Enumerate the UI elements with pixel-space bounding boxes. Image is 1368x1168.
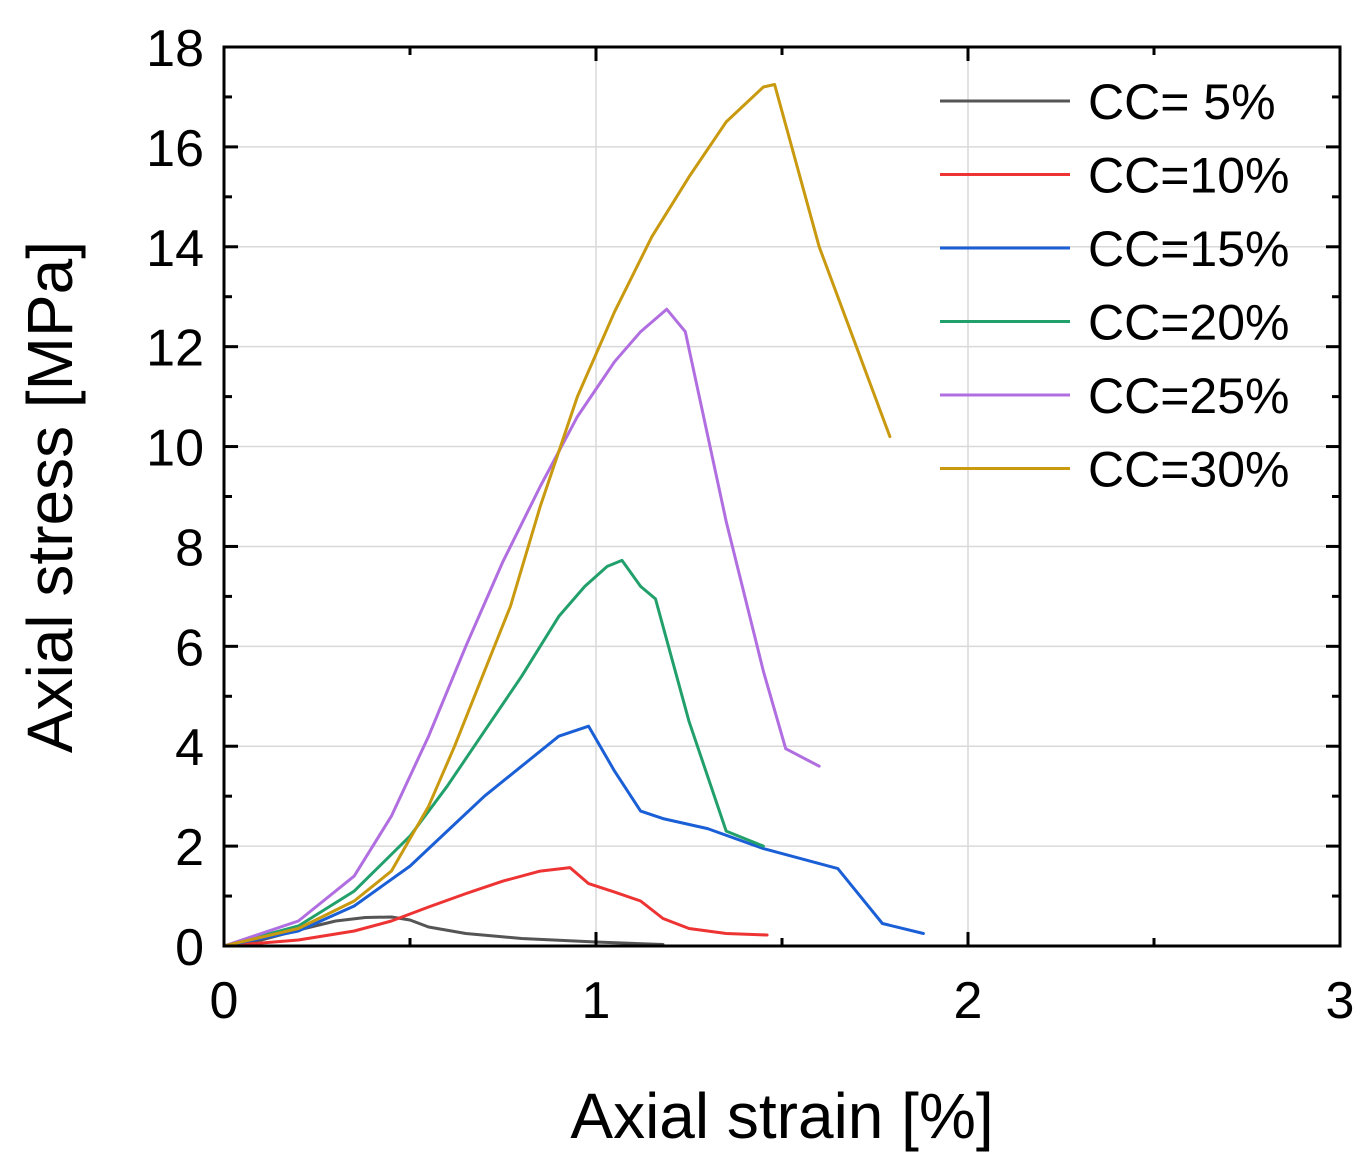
legend-label: CC=15% (1088, 221, 1290, 277)
legend-label: CC= 5% (1088, 74, 1276, 130)
y-tick-label: 12 (146, 320, 204, 378)
x-tick-label: 2 (954, 972, 983, 1030)
series-line-cc-30- (222, 83, 892, 948)
x-tick-label: 1 (582, 972, 611, 1030)
legend-label: CC=30% (1088, 442, 1290, 498)
y-tick-label: 2 (175, 819, 204, 877)
series-layer (222, 83, 925, 948)
y-tick-label: 8 (175, 519, 204, 577)
legend: CC= 5% CC=10% CC=15% CC=20% CC=25% CC=30% (940, 74, 1290, 498)
x-axis-title: Axial strain [%] (570, 1080, 993, 1152)
y-tick-label: 14 (146, 220, 204, 278)
series-line-cc-25- (222, 307, 821, 948)
series-line-cc-15- (222, 724, 925, 948)
x-tick-label: 3 (1326, 972, 1355, 1030)
y-tick-label: 0 (175, 919, 204, 977)
legend-label: CC=10% (1088, 148, 1290, 204)
legend-label: CC=20% (1088, 295, 1290, 351)
legend-label: CC=25% (1088, 368, 1290, 424)
x-tick-label: 0 (210, 972, 239, 1030)
y-tick-label: 6 (175, 619, 204, 677)
grid (224, 47, 1340, 946)
series-line-cc-10- (222, 866, 769, 948)
y-axis-title: Axial stress [MPa] (14, 241, 86, 753)
y-tick-label: 18 (146, 20, 204, 78)
y-tick-label: 10 (146, 420, 204, 478)
y-tick-label: 4 (175, 719, 204, 777)
series-line-cc-20- (222, 558, 765, 948)
y-tick-label: 16 (146, 120, 204, 178)
